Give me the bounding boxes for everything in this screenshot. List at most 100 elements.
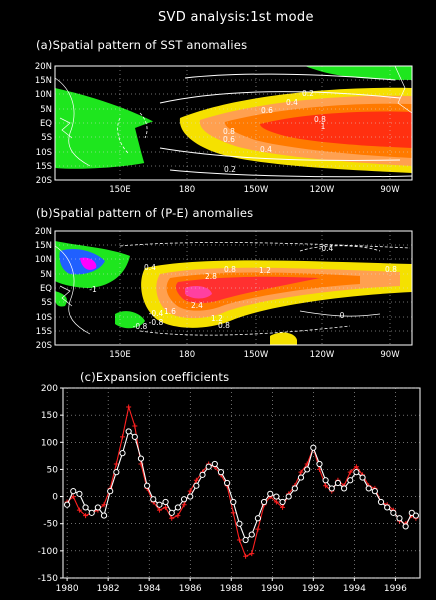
series-1-point [180, 496, 188, 503]
x-tick-label: 1996 [384, 584, 407, 594]
y-tick-label: -100 [38, 547, 59, 557]
panel-a-lat-tick: EQ [40, 119, 52, 129]
panel-a-lat-tick: 20N [35, 62, 52, 72]
series-1-point [304, 466, 311, 473]
series-0-point [101, 502, 107, 508]
panel-a-lon-tick: 150W [244, 185, 269, 195]
panel-b-contour-label: 0.8 [218, 321, 230, 330]
panel-a-contour-label: 0.6 [261, 106, 273, 115]
series-1-point [156, 501, 163, 508]
series-0-point [120, 434, 125, 440]
series-1-point [82, 504, 89, 511]
panel-b-contour-label: 0.4 [144, 263, 156, 272]
series-1-point [267, 490, 274, 497]
series-0-point [156, 507, 162, 513]
x-tick-label: 1992 [302, 584, 325, 594]
series-0-point [132, 423, 138, 429]
series-1-point [408, 509, 415, 516]
series-1-point [371, 488, 378, 495]
panel-b-contour-label: -1 [89, 285, 97, 294]
panel-b-lat-tick: 5N [40, 270, 52, 280]
panel-b-contour-label: 1.2 [259, 266, 271, 275]
series-1-point [402, 523, 409, 530]
series-1-point [119, 450, 126, 457]
panel-b-contour-label: -0.8 [149, 318, 164, 327]
panel-b-contour-label: 1.2 [211, 314, 223, 323]
series-0-point [187, 488, 193, 494]
series-1-point [316, 460, 323, 468]
panel-a-grid [55, 66, 412, 180]
panel-a-contour-label: 0.2 [224, 165, 236, 174]
series-1-point [76, 490, 83, 497]
series-0-point [70, 494, 76, 500]
y-tick-label: 150 [41, 411, 58, 421]
panel-b-lat-tick: 20S [36, 341, 52, 351]
series-0-point [193, 477, 199, 483]
series-0-point [76, 507, 82, 513]
panel-b-map: 20N 15N 10N 5N EQ 5S 10S 15S 20S 150E 18… [35, 227, 413, 360]
series-0-point [169, 515, 175, 521]
panel-a-lon-tick: 150E [109, 185, 131, 195]
panel-c-label: (c)Expansion coefficients [80, 370, 230, 384]
series-0-point [347, 469, 353, 475]
panel-b-contour-label: -0.4 [319, 244, 334, 253]
panel-b-lat-tick: 5S [41, 298, 52, 308]
series-1-point [412, 512, 419, 519]
series-1-point [310, 444, 317, 451]
panel-a-contour-label: 1 [321, 122, 326, 131]
panel-b-lat-tick: 15S [36, 327, 52, 337]
series-1-point [297, 474, 305, 481]
x-tick-label: 1982 [97, 584, 120, 594]
panel-a-lat-tick: 15S [36, 162, 52, 172]
panel-b-lat-tick: EQ [40, 284, 52, 294]
panel-a-coastline [55, 77, 91, 167]
x-tick-label: 1980 [56, 584, 79, 594]
panel-b-red-region [175, 276, 320, 304]
series-0-point [273, 499, 279, 505]
panel-b-lat-tick: 10S [36, 313, 52, 323]
y-tick-label: -50 [43, 520, 58, 530]
series-1-point [334, 479, 342, 487]
series-0-point [323, 483, 329, 489]
series-0-point [255, 526, 261, 532]
panel-a-contour-label: 0.6 [223, 135, 235, 144]
panel-b-lon-tick: 120W [310, 350, 335, 360]
series-1-point [248, 531, 255, 538]
panel-b-grid [55, 231, 412, 345]
panel-a-lon-tick: 120W [310, 185, 335, 195]
panel-a-lat-tick: 15N [35, 76, 52, 86]
panel-a-contour-label: 0.4 [260, 145, 272, 154]
series-1-point [144, 482, 151, 489]
y-tick-label: 200 [41, 384, 58, 394]
series-1-point [174, 504, 181, 511]
panel-b-pink-region [185, 286, 212, 299]
series-1-point [217, 469, 225, 476]
panel-b-lon-tick: 150W [244, 350, 269, 360]
series-1-point [390, 509, 397, 516]
panel-a-lat-tick: 10S [36, 148, 52, 158]
panel-a-lat-tick: 5N [40, 105, 52, 115]
panel-b-lat-tick: 15N [35, 241, 52, 251]
x-tick-label: 1990 [261, 584, 284, 594]
series-1-point [242, 536, 249, 544]
x-tick-label: 1988 [220, 584, 243, 594]
panel-b-contour-label: 1.6 [164, 307, 176, 316]
series-1-point [211, 460, 218, 468]
series-1-point [322, 477, 329, 484]
series-0-point [249, 551, 255, 557]
panel-a-contour-label: 0.2 [302, 89, 314, 98]
series-0-point [113, 461, 119, 467]
y-tick-label: -150 [38, 574, 59, 584]
panel-b-contour-label: -0.4 [149, 309, 164, 318]
series-1-point [187, 493, 194, 500]
panel-a-lon-tick: 180 [179, 185, 195, 195]
series-line-0 [66, 404, 417, 558]
x-tick-label: 1986 [179, 584, 202, 594]
y-tick-label: 0 [52, 493, 58, 503]
series-1-point [70, 488, 77, 495]
series-0-point [83, 513, 89, 519]
series-1-point [359, 474, 366, 481]
series-1-point [377, 498, 385, 506]
series-1-point [88, 509, 95, 516]
series-1-point [113, 469, 120, 476]
